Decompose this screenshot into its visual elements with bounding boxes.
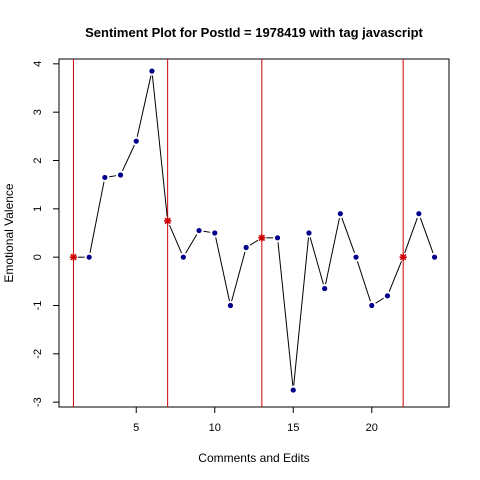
series-segment [215, 237, 230, 302]
edit-marker-stroke [399, 253, 407, 261]
x-tick-label: 20 [366, 422, 378, 434]
y-tick-label: -3 [32, 397, 44, 407]
data-point [212, 230, 218, 236]
data-point [322, 285, 328, 292]
series-segment [325, 217, 340, 285]
y-tick-label: -2 [32, 349, 44, 359]
data-point [243, 244, 249, 251]
series-segment [277, 242, 294, 386]
plot-frame [58, 58, 450, 408]
data-point [102, 174, 108, 181]
y-tick-label: 3 [32, 109, 44, 115]
data-point [117, 172, 124, 178]
series-segment [388, 261, 402, 292]
series-segment [109, 175, 117, 178]
data-point [353, 254, 359, 260]
data-point [290, 387, 296, 393]
data-point [431, 254, 438, 260]
x-tick-label: 10 [209, 422, 221, 434]
data-point [384, 293, 391, 299]
data-point [180, 254, 186, 260]
data-point [227, 302, 234, 309]
series-segment [203, 230, 211, 233]
series-segment [168, 224, 183, 254]
series-segment [121, 145, 135, 172]
edit-vertical-lines [72, 59, 404, 407]
series-segment [151, 75, 168, 217]
series-segment [185, 234, 198, 254]
series-segment [293, 237, 310, 386]
y-tick-label: 1 [32, 206, 44, 212]
edit-marker-stroke [258, 234, 266, 242]
edit-marker [69, 253, 78, 261]
x-tick-label: 5 [133, 422, 139, 434]
y-axis: -3 -2 -1 0 1 2 3 4 [32, 61, 59, 407]
series-segment [375, 297, 384, 304]
edit-marker [258, 234, 266, 242]
series-segment [309, 237, 324, 285]
data-point [196, 227, 202, 234]
series-segment [341, 217, 355, 254]
y-tick-label: 2 [32, 157, 44, 163]
data-point [133, 138, 139, 144]
data-point [337, 211, 343, 217]
data-point [274, 235, 281, 241]
edit-marker-stroke [70, 253, 77, 261]
series-segment [419, 217, 434, 254]
sentiment-series [77, 75, 434, 386]
data-point [86, 254, 92, 260]
x-axis: 5 10 15 20 [133, 407, 378, 434]
data-points [69, 68, 438, 393]
data-point [306, 230, 312, 236]
y-tick-label: 4 [32, 61, 44, 67]
edit-marker [399, 253, 407, 261]
x-tick-label: 15 [287, 422, 299, 434]
y-tick-label: 0 [32, 254, 44, 260]
data-point [369, 302, 375, 309]
series-segment [89, 181, 105, 253]
data-point [416, 211, 422, 217]
series-segment [404, 217, 418, 254]
y-tick-label: -1 [32, 301, 44, 311]
chart-title: Sentiment Plot for PostId = 1978419 with… [85, 25, 423, 40]
series-segment [231, 251, 246, 302]
series-segment [136, 75, 152, 137]
data-point [149, 68, 155, 74]
edit-marker [164, 217, 172, 225]
y-axis-label: Emotional Valence [2, 183, 16, 282]
series-segment [249, 239, 259, 246]
edit-marker-stroke [164, 217, 171, 225]
x-axis-label: Comments and Edits [198, 451, 309, 465]
series-segment [356, 261, 371, 302]
